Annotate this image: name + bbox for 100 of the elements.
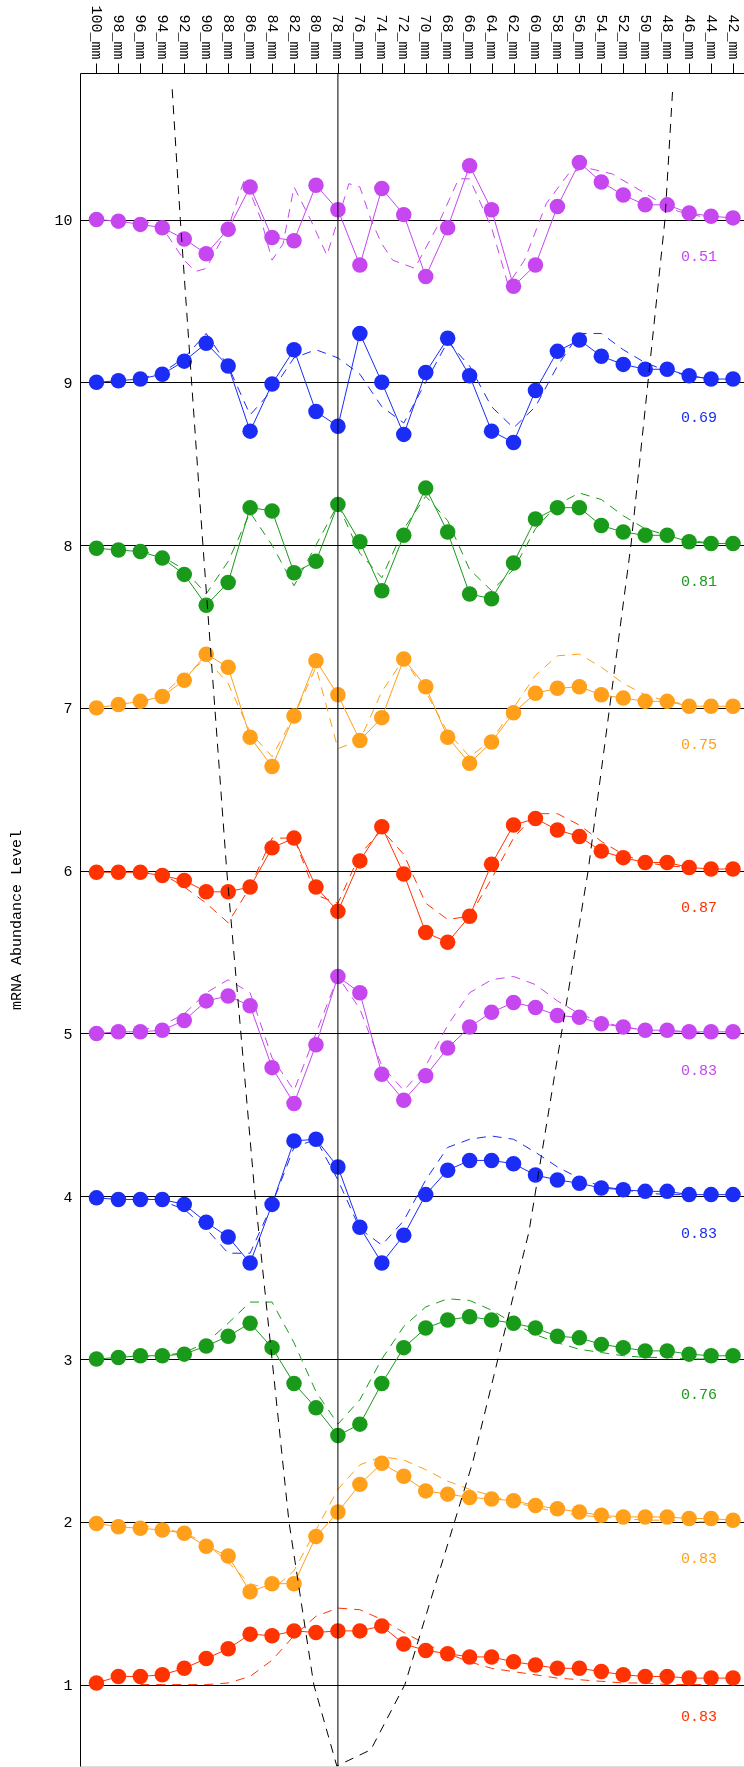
x-tick-label: 42_mm	[723, 14, 741, 60]
point	[461, 1308, 478, 1325]
point	[725, 371, 741, 387]
point	[681, 698, 697, 714]
point	[681, 859, 697, 876]
point	[483, 1312, 500, 1328]
point	[725, 698, 741, 714]
point	[417, 364, 434, 381]
point	[725, 535, 741, 552]
point	[308, 1624, 324, 1641]
y-tick-label: 7	[63, 701, 73, 719]
point	[286, 232, 302, 249]
point	[659, 527, 675, 544]
point	[286, 708, 302, 724]
x-tick-label: 46_mm	[679, 14, 697, 60]
point	[681, 1510, 697, 1527]
point	[264, 1628, 280, 1644]
x-tick-label: 50_mm	[635, 14, 653, 60]
point	[110, 864, 127, 881]
point	[549, 499, 566, 516]
point	[637, 527, 653, 544]
point	[154, 219, 171, 236]
point	[593, 1015, 610, 1032]
point	[571, 332, 588, 348]
point	[527, 1657, 544, 1673]
point	[703, 1510, 719, 1527]
point	[132, 1348, 149, 1364]
point	[461, 1019, 478, 1035]
point	[703, 1670, 719, 1686]
point	[725, 1512, 741, 1528]
point	[154, 366, 171, 382]
x-tick-label: 44_mm	[701, 14, 719, 60]
point	[615, 690, 632, 706]
point	[220, 988, 236, 1004]
point	[308, 1037, 324, 1053]
point	[88, 864, 105, 881]
point	[549, 680, 566, 697]
point	[659, 1022, 675, 1038]
annotation: 0.69	[681, 410, 718, 428]
point	[439, 1312, 456, 1328]
point	[505, 278, 522, 294]
point	[308, 652, 324, 669]
point	[396, 1468, 412, 1484]
point	[220, 574, 236, 591]
point	[88, 1515, 105, 1532]
point	[703, 861, 719, 877]
x-tick-label: 90_mm	[196, 14, 214, 60]
point	[220, 1328, 236, 1344]
point	[308, 553, 324, 570]
point	[615, 1019, 632, 1035]
point	[417, 924, 434, 941]
point	[374, 1066, 390, 1082]
point	[637, 1509, 653, 1525]
point	[637, 1183, 653, 1200]
point	[286, 342, 302, 358]
point	[483, 1649, 500, 1665]
point	[132, 216, 149, 233]
point	[352, 1219, 368, 1235]
point	[220, 1548, 236, 1564]
point	[681, 1670, 697, 1686]
point	[703, 1024, 719, 1040]
point	[396, 1339, 412, 1356]
point	[198, 1338, 214, 1354]
point	[461, 1152, 478, 1169]
point	[483, 423, 500, 439]
point	[417, 1483, 434, 1499]
point	[132, 371, 149, 387]
point	[88, 374, 105, 391]
point	[725, 1348, 741, 1364]
point	[286, 565, 302, 581]
point	[396, 206, 412, 223]
y-tick-label: 3	[63, 1352, 73, 1370]
point	[176, 672, 193, 688]
point	[110, 542, 127, 558]
point	[352, 732, 368, 749]
point	[154, 1191, 171, 1208]
point	[703, 208, 719, 224]
point	[439, 1645, 456, 1662]
point	[352, 1416, 368, 1432]
point	[637, 1668, 653, 1685]
point	[264, 1575, 280, 1592]
point	[242, 423, 258, 439]
annotation: 0.83	[681, 1709, 718, 1727]
point	[198, 335, 214, 351]
point	[286, 1133, 302, 1149]
x-tick-label: 98_mm	[108, 14, 126, 60]
point	[132, 1191, 149, 1208]
point	[505, 817, 522, 833]
point	[483, 1491, 500, 1507]
point	[198, 884, 214, 900]
point	[549, 1172, 566, 1188]
point	[571, 1330, 588, 1346]
point	[198, 245, 214, 262]
point	[439, 330, 456, 347]
point	[681, 205, 697, 221]
point	[571, 678, 588, 695]
point	[154, 550, 171, 566]
point	[439, 729, 456, 745]
point	[571, 1009, 588, 1025]
point	[396, 1092, 412, 1108]
